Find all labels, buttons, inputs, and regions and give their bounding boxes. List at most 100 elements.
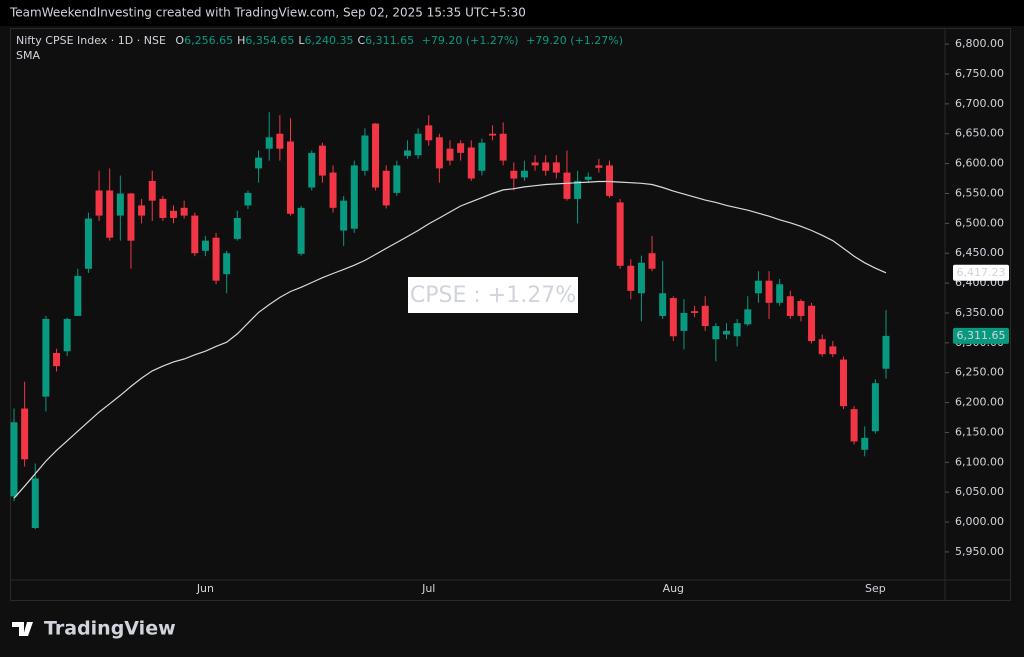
legend: Nifty CPSE Index · 1D · NSE O6,256.65 H6,…: [16, 34, 623, 62]
sma-price-label: 6,417.23: [957, 266, 1006, 279]
y-tick-label: 6,700.00: [955, 97, 1004, 110]
candle-body: [733, 323, 741, 337]
candle-body: [403, 150, 411, 156]
y-tick-label: 6,500.00: [955, 216, 1004, 229]
y-tick-label: 6,200.00: [955, 396, 1004, 409]
candle-body: [10, 422, 18, 497]
candle-body: [776, 284, 784, 303]
ohlc: O6,256.65 H6,354.65 L6,240.35 C6,311.65: [175, 34, 414, 47]
candle-body: [435, 137, 443, 169]
change: +79.20 (+1.27%): [526, 34, 623, 47]
candle-body: [467, 147, 475, 179]
logo-text: TradingView: [44, 618, 176, 640]
candle-body: [233, 217, 241, 239]
candle-body: [648, 253, 656, 269]
y-tick-label: 6,600.00: [955, 157, 1004, 170]
change: +79.20 (+1.27%): [422, 34, 519, 47]
candle-body: [531, 162, 539, 166]
y-tick-label: 6,000.00: [955, 515, 1004, 528]
candle-body: [584, 176, 592, 180]
ohlc-key: C: [357, 34, 365, 47]
top-bar: [0, 0, 1024, 26]
y-tick-label: 6,800.00: [955, 37, 1004, 50]
plot: 5,950.00 6,000.00 6,050.00 6,100.00 6,150.00…: [10, 37, 1009, 595]
candle-body: [765, 280, 773, 303]
symbol: Nifty CPSE Index · 1D · NSE: [16, 34, 166, 47]
candle-body: [882, 335, 890, 369]
candle-body: [414, 133, 422, 156]
y-tick-label: 6,750.00: [955, 67, 1004, 80]
y-tick-label: 6,350.00: [955, 306, 1004, 319]
y-tick-label: 6,250.00: [955, 366, 1004, 379]
candle-body: [829, 346, 837, 355]
y-tick-label: 6,550.00: [955, 186, 1004, 199]
candle-body: [138, 205, 146, 216]
candle-body: [265, 137, 273, 149]
candle-body: [372, 123, 380, 188]
y-tick-label: 6,450.00: [955, 246, 1004, 259]
candle-body: [21, 408, 29, 460]
candle-body: [350, 165, 358, 229]
candle-body: [159, 198, 167, 218]
candle-body: [297, 207, 305, 254]
candle-body: [446, 148, 454, 161]
candle-body: [595, 165, 603, 168]
candle-body: [340, 200, 348, 231]
candle-body: [201, 240, 209, 251]
annotation-box: [408, 277, 578, 313]
candle-body: [286, 141, 294, 214]
candle-body: [489, 133, 497, 136]
x-tick-label: Sep: [865, 582, 886, 595]
candle-body: [499, 133, 507, 161]
candle-body: [839, 359, 847, 407]
candle-body: [691, 311, 699, 313]
candle-body: [818, 339, 826, 355]
ohlc-value: 6,311.65: [365, 34, 414, 47]
candle-body: [276, 133, 284, 149]
y-tick-label: 6,050.00: [955, 485, 1004, 498]
candle-body: [170, 210, 178, 218]
candle-body: [244, 192, 252, 206]
candle-body: [542, 162, 550, 171]
candle-body: [659, 293, 667, 316]
candle-body: [606, 165, 614, 196]
candle-body: [95, 190, 103, 216]
candle-body: [425, 125, 433, 141]
candle-body: [255, 157, 263, 169]
x-tick-label: Aug: [663, 582, 684, 595]
candle-body: [722, 330, 730, 335]
candle-body: [116, 193, 124, 216]
y-tick-label: 6,150.00: [955, 425, 1004, 438]
candle-body: [850, 409, 858, 442]
candle-body: [701, 305, 709, 327]
candle-body: [308, 152, 316, 188]
pane-border: [10, 28, 1011, 601]
candle-body: [574, 180, 582, 199]
candle-body: [329, 172, 337, 208]
candle-body: [754, 280, 762, 294]
candle-body: [393, 165, 401, 193]
candle-body: [861, 437, 869, 450]
y-tick-label: 5,950.00: [955, 545, 1004, 558]
sma-line: [13, 180, 887, 499]
candle-body: [552, 162, 560, 173]
candle-body: [63, 318, 71, 352]
close-price-box: [953, 327, 1009, 344]
candle-body: [191, 215, 199, 254]
candle-body: [53, 352, 61, 367]
candle-body: [510, 170, 518, 179]
close-price-label: 6,311.65: [957, 329, 1006, 342]
sma-price-box: [953, 264, 1009, 281]
candle-body: [712, 326, 720, 340]
candle-body: [106, 190, 114, 238]
ohlc-key: L: [298, 34, 305, 47]
candle-body: [318, 145, 326, 176]
header-text: TeamWeekendInvesting created with Tradin…: [9, 6, 526, 20]
candle-body: [478, 142, 486, 171]
legend-line: Nifty CPSE Index · 1D · NSE O6,256.65 H6,…: [16, 34, 623, 47]
candle-body: [127, 193, 135, 241]
candle-body: [361, 135, 369, 171]
